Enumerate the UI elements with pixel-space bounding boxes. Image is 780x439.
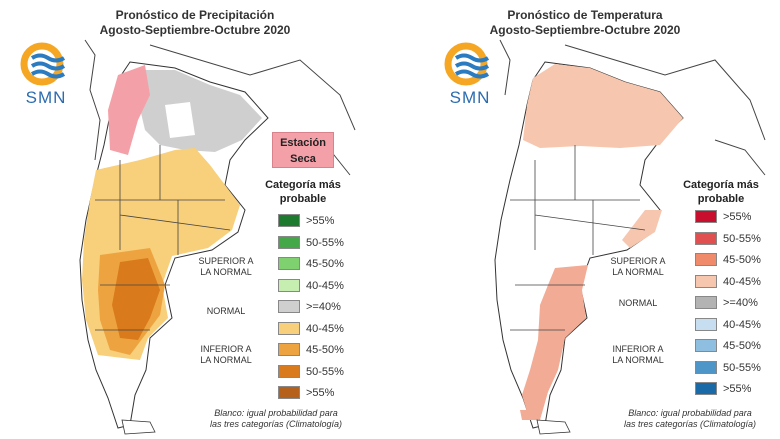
temperature-legend-title: Categoría más probable — [683, 179, 759, 205]
temp-legend-label: 45-50% — [723, 340, 761, 352]
smn-logo-icon — [20, 42, 66, 86]
temp-legend-swatch — [695, 274, 717, 288]
temp-legend-swatch — [695, 231, 717, 245]
precip-legend-swatch — [278, 386, 300, 399]
province-borders-temp — [510, 145, 646, 331]
warm-region-patagonia — [522, 265, 588, 420]
precip-legend-swatch — [278, 300, 300, 313]
temp-cat-normal: NORMAL — [618, 298, 658, 308]
temp-legend-label: 40-45% — [723, 318, 761, 331]
temp-legend-label: 50-55% — [723, 232, 761, 245]
normal-region-north — [138, 70, 262, 152]
precipitation-legend-title: Categoría más probable — [265, 179, 341, 205]
precip-legend-label: >=40% — [306, 301, 341, 313]
precipitation-panel: Pronóstico de Precipitación Agosto-Septi… — [14, 8, 356, 435]
tierra-del-fuego — [121, 419, 156, 435]
temp-legend-swatch — [695, 339, 717, 352]
dry-region-50-55 — [112, 258, 160, 340]
precip-legend-swatch — [278, 257, 300, 270]
tierra-del-fuego-temp — [536, 419, 571, 435]
temperature-footnote: Blanco: igual probabilidad para las tres… — [623, 408, 757, 429]
temp-legend-swatch — [695, 317, 717, 331]
smn-logo-text-temp: SMN — [449, 88, 491, 107]
precip-cat-superior: SUPERIOR A LA NORMAL — [198, 256, 254, 277]
precip-legend-label: >55% — [306, 215, 335, 227]
precip-legend-swatch — [278, 321, 300, 335]
dry-season-region — [108, 65, 150, 155]
temp-legend-label: >=40% — [723, 297, 758, 309]
precip-legend-swatch — [278, 214, 300, 227]
temperature-map — [494, 39, 766, 435]
precipitation-footnote: Blanco: igual probabilidad para las tres… — [209, 408, 343, 429]
precip-legend-swatch — [278, 364, 300, 378]
precip-legend-label: 45-50% — [306, 344, 344, 356]
province-borders — [95, 145, 231, 331]
temperature-title: Pronóstico de Temperatura Agosto-Septiem… — [489, 8, 681, 37]
temp-legend-label: >55% — [723, 211, 752, 223]
precip-cat-normal: NORMAL — [206, 306, 246, 316]
smn-logo: SMN — [14, 40, 74, 110]
temp-legend-swatch — [695, 382, 717, 395]
temp-legend-label: 40-45% — [723, 275, 761, 288]
precipitation-map — [79, 39, 356, 435]
smn-logo-text: SMN — [25, 88, 67, 107]
temp-cat-inferior: INFERIOR A LA NORMAL — [612, 344, 664, 365]
precip-legend-label: >55% — [306, 387, 335, 399]
temp-legend-label: 50-55% — [723, 361, 761, 374]
dry-season-label: Estación Seca — [272, 132, 334, 168]
climatology-region-north — [165, 102, 195, 138]
smn-logo-temp: SMN — [438, 40, 498, 110]
temp-legend-swatch — [695, 296, 717, 309]
temp-cat-superior: SUPERIOR A LA NORMAL — [610, 256, 666, 277]
precip-legend-label: 50-55% — [306, 236, 344, 249]
warm-region-south — [520, 410, 540, 420]
precipitation-title: Pronóstico de Precipitación Agosto-Septi… — [99, 8, 291, 37]
temp-legend-swatch — [695, 253, 717, 266]
precip-legend-swatch — [278, 343, 300, 356]
precip-legend-label: 40-45% — [306, 279, 344, 292]
precip-legend-label: 40-45% — [306, 322, 344, 335]
warm-region-east — [622, 210, 662, 248]
smn-logo-icon-temp — [444, 42, 490, 86]
temp-legend-label: >55% — [723, 383, 752, 395]
temp-legend-label: 45-50% — [723, 254, 761, 266]
precip-legend-label: 45-50% — [306, 258, 344, 270]
neighbour-borders-temp — [499, 39, 766, 176]
precip-legend-label: 50-55% — [306, 365, 344, 378]
precip-legend-swatch — [278, 278, 300, 292]
temp-legend-swatch — [695, 210, 717, 223]
temp-legend-swatch — [695, 360, 717, 374]
precip-legend-swatch — [278, 235, 300, 249]
warm-region-north — [523, 64, 683, 148]
temperature-panel: Pronóstico de Temperatura Agosto-Septiem… — [390, 0, 780, 439]
precip-cat-inferior: INFERIOR A LA NORMAL — [200, 344, 252, 365]
